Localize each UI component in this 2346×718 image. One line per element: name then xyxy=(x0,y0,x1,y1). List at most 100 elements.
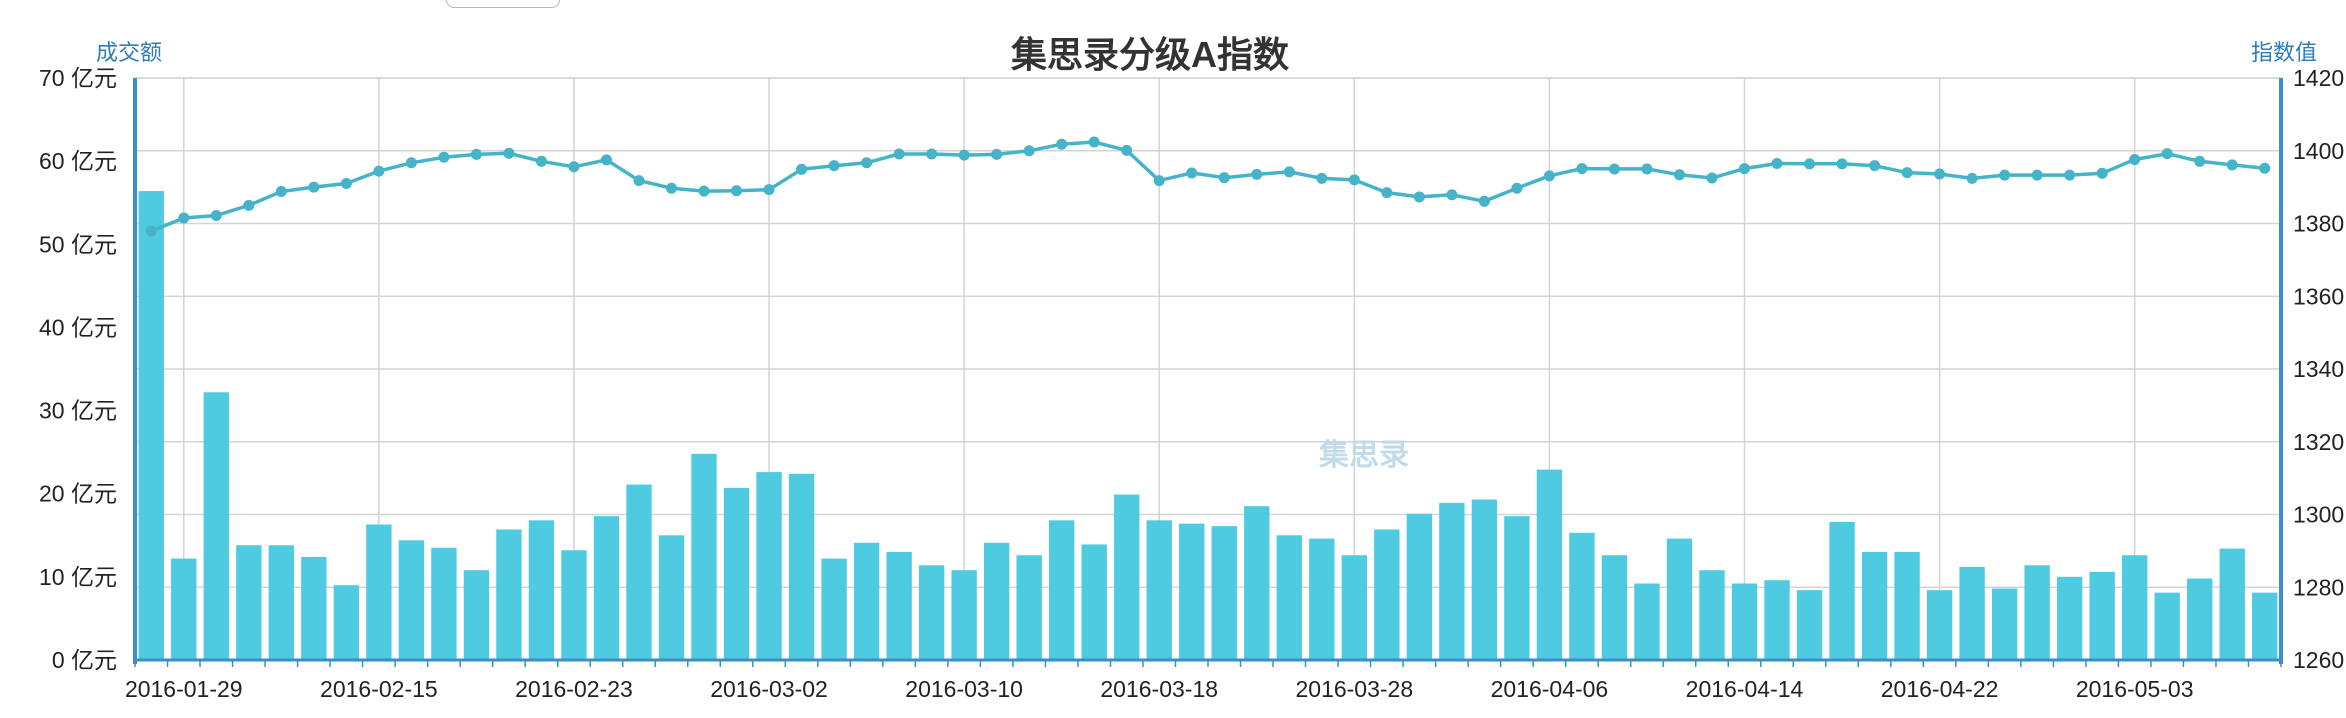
index-point xyxy=(698,185,710,197)
index-point xyxy=(2129,153,2141,165)
left-axis-title[interactable]: 成交额 xyxy=(96,40,162,65)
index-point xyxy=(1804,158,1816,170)
volume-bar xyxy=(1471,499,1498,660)
volume-bar xyxy=(1536,469,1563,660)
volume-bar xyxy=(1211,526,1237,660)
index-point xyxy=(1316,172,1328,184)
x-tick-label: 2016-01-29 xyxy=(125,676,243,702)
index-point xyxy=(1934,168,1946,180)
volume-bar xyxy=(463,570,490,660)
right-tick-label: 1280 xyxy=(2293,574,2344,600)
left-tick-label: 40 亿元 xyxy=(39,314,117,340)
right-tick-label: 1320 xyxy=(2293,429,2344,455)
volume-bar xyxy=(528,520,555,660)
volume-bar xyxy=(1114,494,1140,660)
grid xyxy=(134,77,2282,661)
index-point xyxy=(2194,155,2206,167)
index-point xyxy=(861,157,873,169)
volume-bar xyxy=(301,556,327,660)
right-tick-label: 1340 xyxy=(2293,356,2344,382)
left-tick-label: 60 亿元 xyxy=(39,148,117,174)
volume-bar xyxy=(1764,580,1790,660)
volume-bar xyxy=(561,550,587,660)
volume-bar xyxy=(1991,588,2018,660)
volume-bar xyxy=(593,516,620,660)
volume-bar xyxy=(691,453,717,660)
volume-bar xyxy=(2056,576,2083,660)
volume-bar xyxy=(1309,538,1335,660)
index-point xyxy=(1673,169,1685,181)
index-point xyxy=(1218,172,1230,184)
index-point xyxy=(1739,163,1750,175)
index-point xyxy=(438,151,450,163)
volume-bar xyxy=(1179,523,1205,660)
volume-bar xyxy=(2024,565,2050,660)
index-point xyxy=(1608,163,1620,175)
volume-bar xyxy=(821,558,847,660)
index-point xyxy=(405,157,417,169)
right-tick-label: 1380 xyxy=(2293,211,2344,237)
index-point xyxy=(958,149,970,161)
volume-bar xyxy=(1049,520,1075,660)
index-point xyxy=(731,185,743,197)
volume-bar xyxy=(756,472,782,660)
x-tick-label: 2016-02-23 xyxy=(515,676,633,702)
volume-bar xyxy=(203,392,229,660)
x-tick-label: 2016-03-18 xyxy=(1100,676,1218,702)
volume-bar xyxy=(171,558,197,660)
index-point xyxy=(470,148,482,160)
volume-bar xyxy=(2252,592,2278,660)
volume-bar xyxy=(853,542,880,660)
volume-bar xyxy=(1504,516,1530,660)
index-line xyxy=(145,136,2271,237)
volume-bars xyxy=(138,191,2278,660)
index-point xyxy=(763,184,775,196)
index-point xyxy=(1186,167,1198,179)
chart-title: 集思录分级A指数 xyxy=(1010,34,1289,75)
volume-bar xyxy=(2122,555,2148,660)
volume-bar xyxy=(1959,566,1985,660)
index-point xyxy=(2096,167,2108,179)
x-tick-label: 2016-03-10 xyxy=(905,676,1023,702)
volume-bar xyxy=(788,473,815,660)
index-point xyxy=(893,148,905,160)
x-tick-label: 2016-02-15 xyxy=(320,676,438,702)
right-tick-label: 1260 xyxy=(2293,647,2344,673)
volume-bar xyxy=(1829,521,1855,660)
index-point xyxy=(535,155,547,167)
index-point xyxy=(1576,163,1588,175)
left-tick-label: 0 亿元 xyxy=(52,647,117,673)
index-point xyxy=(503,147,515,159)
index-point xyxy=(1153,175,1165,187)
index-point xyxy=(1381,187,1393,199)
index-point xyxy=(828,160,840,172)
volume-bar xyxy=(1894,551,1920,660)
right-tick-label: 1360 xyxy=(2293,283,2344,309)
volume-bar xyxy=(1796,590,1823,660)
volume-bar xyxy=(1016,555,1042,660)
index-point xyxy=(2259,162,2271,174)
index-point xyxy=(2031,169,2043,181)
volume-bar xyxy=(1699,570,1725,660)
index-point xyxy=(1543,170,1555,182)
volume-bar xyxy=(1731,583,1758,660)
index-point xyxy=(568,161,580,173)
index-point xyxy=(275,185,287,197)
index-point xyxy=(178,212,190,224)
right-tick-label: 1400 xyxy=(2293,138,2344,164)
x-tick-label: 2016-04-14 xyxy=(1686,676,1804,702)
index-point xyxy=(1023,145,1035,157)
index-point xyxy=(1999,169,2011,181)
index-point xyxy=(1283,166,1295,178)
x-tick-label: 2016-03-28 xyxy=(1295,676,1413,702)
volume-bar xyxy=(2154,592,2180,660)
index-point xyxy=(1478,195,1490,207)
right-axis-title[interactable]: 指数值 xyxy=(2251,40,2317,65)
left-tick-label: 20 亿元 xyxy=(39,481,117,507)
volume-bar xyxy=(918,565,945,660)
volume-bar xyxy=(2089,571,2115,660)
volume-bar xyxy=(431,547,457,660)
index-point xyxy=(243,199,255,211)
volume-bar xyxy=(886,551,912,660)
index-point xyxy=(1901,167,1913,179)
